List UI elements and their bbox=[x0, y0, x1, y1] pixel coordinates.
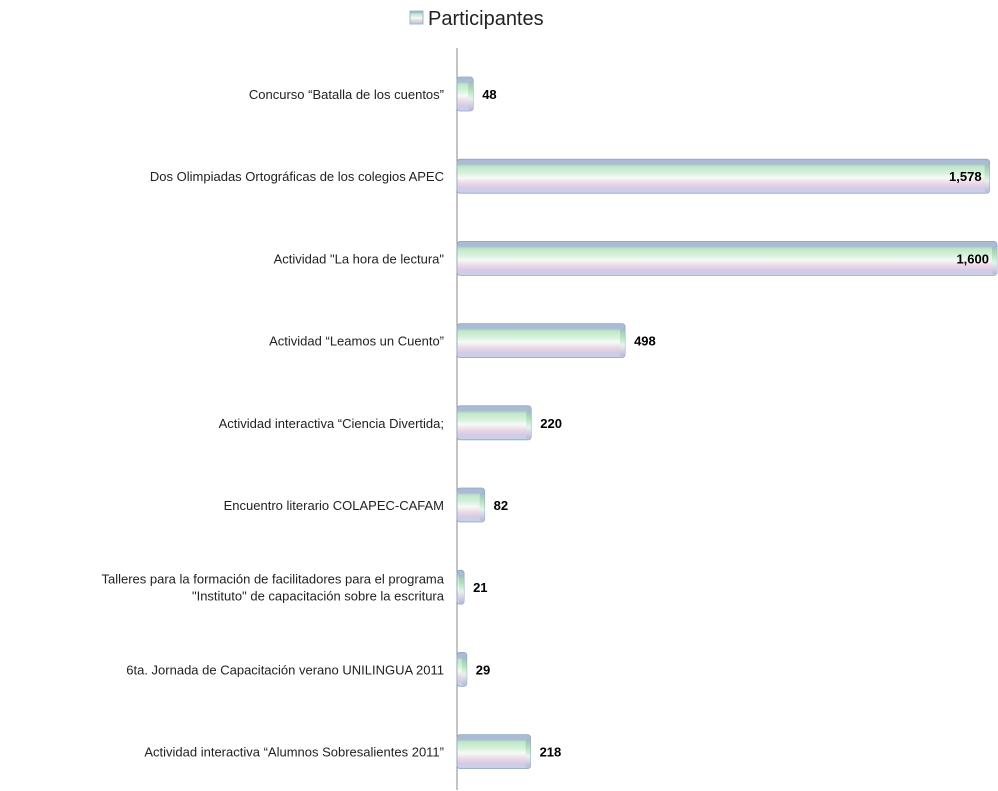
bar-end-cap bbox=[459, 575, 465, 604]
bar-end-cap bbox=[468, 82, 474, 110]
category-label: Actividad interactiva “Ciencia Divertida… bbox=[219, 416, 444, 431]
category-label: Encuentro literario COLAPEC-CAFAM bbox=[224, 498, 444, 513]
bar-body bbox=[456, 240, 998, 276]
bar bbox=[456, 652, 468, 687]
value-label: 220 bbox=[540, 416, 562, 431]
category-label: Actividad "La hora de lectura" bbox=[274, 251, 445, 266]
value-labels: 48 1,578 1,600 498 220 82 21 29 218 bbox=[473, 87, 989, 760]
category-labels: Concurso “Batalla de los cuentos” Dos Oli… bbox=[101, 87, 444, 760]
bar-body bbox=[456, 405, 532, 441]
legend-label: Participantes bbox=[428, 8, 544, 30]
value-label: 82 bbox=[494, 498, 508, 513]
value-label: 218 bbox=[540, 745, 562, 760]
value-label: 1,578 bbox=[949, 169, 982, 184]
bar-end-cap bbox=[620, 328, 626, 357]
legend: Participantes bbox=[409, 8, 544, 30]
bar bbox=[456, 487, 486, 523]
bar-body bbox=[456, 323, 626, 359]
bar bbox=[456, 158, 990, 194]
category-label: Dos Olimpiadas Ortográficas de los coleg… bbox=[150, 169, 444, 184]
category-label: Concurso “Batalla de los cuentos” bbox=[249, 87, 444, 102]
bar-end-cap bbox=[461, 657, 467, 686]
bar-end-cap bbox=[984, 164, 990, 193]
category-label: Actividad “Leamos un Cuento” bbox=[269, 334, 444, 349]
category-label: "Instituto" de capacitación sobre la esc… bbox=[192, 589, 445, 604]
bar bbox=[456, 569, 465, 605]
value-label: 498 bbox=[634, 334, 656, 349]
category-label: Actividad interactiva “Alumnos Sobresali… bbox=[144, 745, 444, 760]
category-label: Talleres para la formación de facilitado… bbox=[101, 572, 444, 587]
legend-swatch bbox=[409, 10, 424, 25]
bar-body bbox=[456, 158, 990, 194]
bar-end-cap bbox=[525, 739, 531, 768]
bars-layer bbox=[456, 76, 998, 769]
bar-end-cap bbox=[479, 493, 485, 521]
bar bbox=[456, 76, 474, 112]
value-label: 48 bbox=[482, 87, 496, 102]
value-label: 29 bbox=[476, 662, 490, 677]
value-label: 1,600 bbox=[956, 251, 989, 266]
bar bbox=[456, 405, 532, 441]
bar bbox=[456, 323, 626, 359]
bar bbox=[456, 240, 998, 276]
category-label: 6ta. Jornada de Capacitación verano UNIL… bbox=[126, 662, 444, 677]
value-label: 21 bbox=[473, 580, 487, 595]
bar-end-cap bbox=[992, 246, 997, 275]
bar bbox=[456, 734, 531, 769]
bar-body bbox=[456, 734, 531, 769]
bar-end-cap bbox=[526, 410, 532, 439]
